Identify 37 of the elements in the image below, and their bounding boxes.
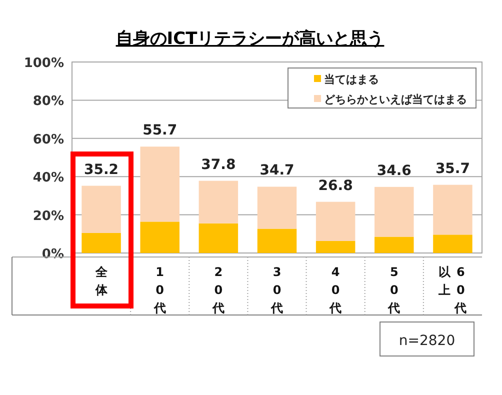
y-tick-label: 20%	[32, 208, 64, 224]
legend-label: 当てはまる	[324, 73, 379, 86]
bar	[140, 222, 180, 253]
y-tick-label: 80%	[32, 94, 64, 110]
total-label: 35.2	[84, 162, 119, 178]
total-label: 55.7	[142, 122, 178, 139]
text: n=2820	[398, 333, 456, 349]
x-tick-label: 50代	[387, 265, 400, 315]
x-tick-label: 全体	[94, 265, 108, 297]
total-label: 26.8	[318, 178, 353, 194]
total-label: 34.7	[260, 162, 294, 179]
bar	[374, 236, 414, 253]
x-tick-label: 20代	[211, 265, 224, 315]
x-tick-label: 10代	[152, 265, 166, 315]
bar	[433, 184, 472, 235]
bar	[82, 186, 121, 233]
y-tick-label: 60%	[32, 132, 64, 148]
total-label: 35.7	[435, 160, 470, 177]
bar	[316, 202, 356, 241]
total-label: 37.8	[201, 156, 236, 173]
x-tick-label: 40代	[328, 265, 342, 315]
bar	[140, 146, 180, 222]
bar	[316, 240, 356, 253]
y-tick-label: 100%	[24, 56, 64, 71]
total-label: 34.6	[376, 162, 412, 179]
bar	[82, 232, 121, 253]
legend-label: どちらかといえば当てはまる	[324, 93, 467, 106]
bar	[257, 228, 297, 253]
bar	[374, 186, 414, 237]
bar	[433, 234, 472, 253]
x-tick-label: 30代	[270, 265, 283, 315]
category-label: 60代以上	[438, 265, 467, 315]
bar	[198, 223, 238, 253]
y-tick-label: 40%	[32, 170, 64, 186]
title: 自身のICTリテラシーが高いと思う	[116, 29, 384, 49]
bar	[198, 180, 238, 224]
bar	[257, 186, 297, 229]
